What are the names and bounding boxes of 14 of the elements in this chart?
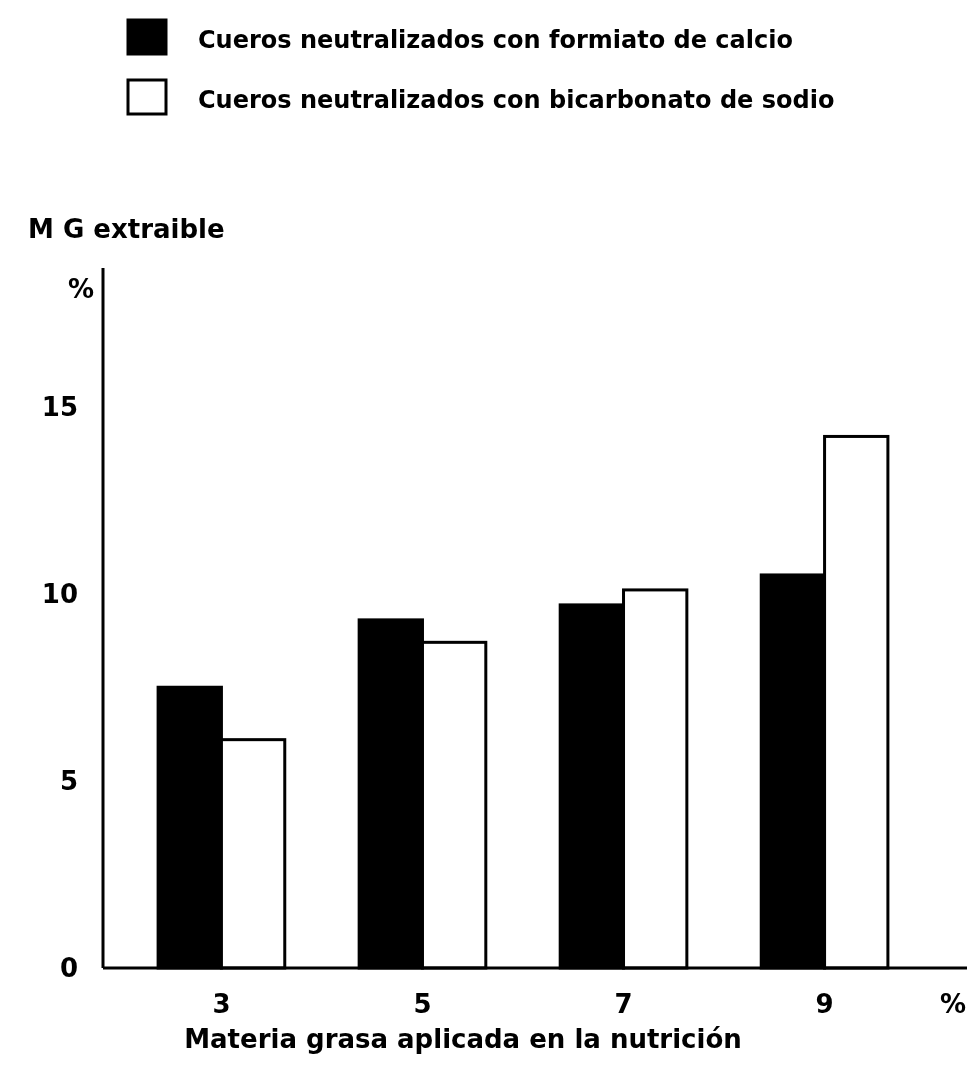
y-axis-title: M G extraible	[28, 214, 225, 244]
legend-label: Cueros neutralizados con bicarbonato de sodio	[198, 86, 835, 114]
y-tick-label: 10	[41, 578, 78, 609]
x-tick-label: 5	[413, 989, 432, 1019]
text: %	[939, 989, 967, 1019]
y-tick-label: 15	[41, 391, 78, 422]
x-tick-label: 9	[815, 989, 834, 1019]
y-tick-label: 5	[59, 765, 78, 796]
x-tick-label: 7	[614, 989, 633, 1019]
x-tick-label: 3	[212, 989, 231, 1019]
text: %	[68, 274, 95, 304]
legend-label: Cueros neutralizados con formiato de calcio	[198, 26, 793, 54]
x-axis-title: Materia grasa aplicada en la nutrición	[184, 1024, 742, 1054]
y-tick-label: 0	[59, 953, 78, 984]
